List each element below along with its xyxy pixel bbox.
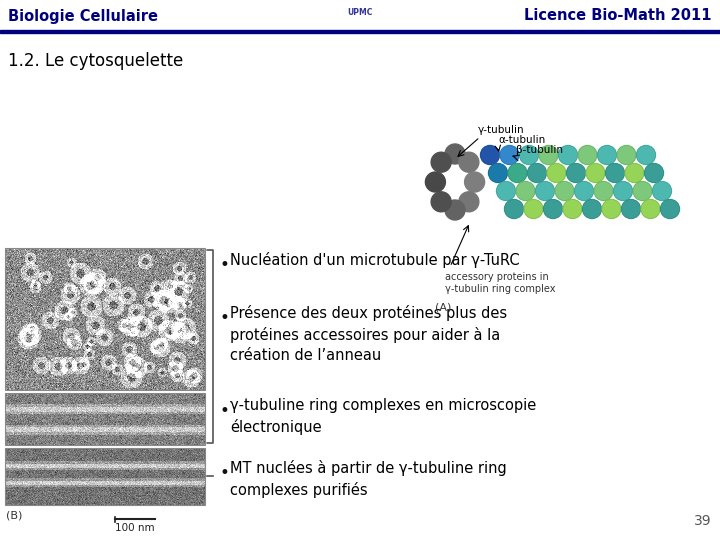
Text: Nucléation d'un microtubule par γ-TuRC: Nucléation d'un microtubule par γ-TuRC	[230, 252, 520, 268]
Circle shape	[547, 164, 566, 183]
Circle shape	[555, 181, 574, 200]
Text: γ-tubuline ring complexes en microscopie
électronique: γ-tubuline ring complexes en microscopie…	[230, 398, 536, 435]
Circle shape	[594, 181, 613, 200]
Circle shape	[621, 199, 641, 219]
Circle shape	[505, 199, 523, 219]
Circle shape	[644, 164, 664, 183]
Circle shape	[563, 199, 582, 219]
Circle shape	[660, 199, 680, 219]
Circle shape	[445, 144, 465, 164]
Text: Biologie Cellulaire: Biologie Cellulaire	[8, 9, 158, 24]
Bar	[0, 30, 720, 32]
Circle shape	[508, 164, 527, 183]
Bar	[5, 393, 205, 445]
Text: α-tubulin: α-tubulin	[498, 135, 545, 145]
Circle shape	[575, 181, 593, 200]
Circle shape	[431, 192, 451, 212]
Text: (B): (B)	[6, 510, 22, 520]
Circle shape	[578, 145, 597, 165]
Text: 100 nm: 100 nm	[115, 523, 155, 533]
Circle shape	[606, 164, 624, 183]
Circle shape	[431, 152, 451, 172]
Circle shape	[544, 199, 562, 219]
Circle shape	[459, 192, 479, 212]
Circle shape	[497, 181, 516, 200]
Circle shape	[586, 164, 605, 183]
Circle shape	[488, 164, 508, 183]
Bar	[0, 0, 720, 32]
Text: accessory proteins in
γ-tubulin ring complex: accessory proteins in γ-tubulin ring com…	[445, 272, 556, 294]
Circle shape	[480, 145, 500, 165]
Circle shape	[445, 200, 465, 220]
Circle shape	[598, 145, 616, 165]
Text: Présence des deux protéines plus des
protéines accessoires pour aider à la
créat: Présence des deux protéines plus des pro…	[230, 305, 507, 363]
Circle shape	[641, 199, 660, 219]
Circle shape	[582, 199, 601, 219]
Circle shape	[459, 152, 479, 172]
Circle shape	[536, 181, 554, 200]
Text: •: •	[220, 309, 230, 327]
Circle shape	[500, 145, 519, 165]
Circle shape	[559, 145, 577, 165]
Circle shape	[602, 199, 621, 219]
Bar	[5, 248, 205, 390]
Text: 39: 39	[694, 514, 712, 528]
Text: •: •	[220, 402, 230, 420]
Text: •: •	[220, 256, 230, 274]
Circle shape	[426, 172, 446, 192]
Circle shape	[613, 181, 632, 200]
Circle shape	[567, 164, 585, 183]
Circle shape	[516, 181, 535, 200]
Circle shape	[652, 181, 672, 200]
Text: γ-tubulin: γ-tubulin	[478, 125, 525, 135]
Circle shape	[524, 199, 543, 219]
Circle shape	[617, 145, 636, 165]
Text: •: •	[220, 464, 230, 482]
Text: β-tubulin: β-tubulin	[516, 145, 563, 155]
Circle shape	[636, 145, 655, 165]
Circle shape	[539, 145, 558, 165]
Circle shape	[464, 172, 485, 192]
Circle shape	[625, 164, 644, 183]
Text: 1.2. Le cytosquelette: 1.2. Le cytosquelette	[8, 52, 184, 70]
Circle shape	[633, 181, 652, 200]
Circle shape	[528, 164, 546, 183]
Circle shape	[520, 145, 539, 165]
Bar	[5, 448, 205, 505]
Text: UPMC: UPMC	[347, 8, 373, 17]
Text: (A): (A)	[435, 302, 451, 312]
Text: MT nuclées à partir de γ-tubuline ring
complexes purifiés: MT nuclées à partir de γ-tubuline ring c…	[230, 460, 507, 498]
Text: Licence Bio-Math 2011: Licence Bio-Math 2011	[524, 9, 712, 24]
